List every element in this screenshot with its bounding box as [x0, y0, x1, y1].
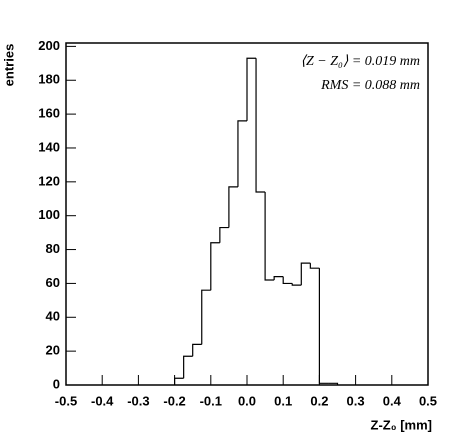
histogram-bar — [273, 276, 284, 281]
annotation: RMS = 0.088 mm — [320, 78, 420, 93]
annotation: ⟨Z − Z₀⟩ = 0.019 mm — [301, 54, 420, 69]
y-tick-label: 160 — [38, 106, 60, 121]
histogram-bar — [300, 262, 311, 286]
x-tick-label: -0.3 — [127, 393, 149, 408]
histogram-bar — [309, 263, 320, 269]
y-tick-label: 120 — [38, 173, 60, 188]
x-tick-label: 0.3 — [347, 393, 365, 408]
y-tick-label: 100 — [38, 207, 60, 222]
histogram-bar — [328, 382, 339, 385]
y-tick-label: 140 — [38, 139, 60, 154]
histogram-bar — [246, 57, 257, 121]
histogram-bar — [174, 377, 184, 385]
histogram-bar — [255, 58, 266, 193]
y-tick-label: 0 — [53, 376, 60, 391]
x-tick-label: -0.5 — [55, 393, 77, 408]
y-tick-label: 200 — [38, 38, 60, 53]
histogram-bar — [318, 268, 329, 384]
histogram-bar — [183, 355, 193, 379]
histogram-bar — [237, 120, 247, 187]
y-tick-label: 20 — [46, 343, 60, 358]
histogram-bar — [219, 226, 229, 243]
histogram-bar — [210, 242, 220, 291]
y-tick-label: 180 — [38, 72, 60, 87]
histogram-bar — [201, 289, 211, 345]
x-tick-label: -0.2 — [163, 393, 185, 408]
histogram-bar — [264, 191, 275, 281]
y-tick-label: 40 — [46, 309, 60, 324]
x-tick-label: 0.0 — [238, 393, 256, 408]
x-tick-label: 0.1 — [274, 393, 292, 408]
x-tick-label: -0.4 — [91, 393, 114, 408]
x-tick-label: -0.1 — [200, 393, 222, 408]
histogram-bar — [282, 276, 293, 285]
y-axis-label: entries — [1, 44, 16, 87]
x-axis-label: Z-Z₀ [mm] — [371, 417, 432, 432]
x-tick-label: 0.2 — [310, 393, 328, 408]
y-tick-label: 60 — [46, 275, 60, 290]
x-tick-label: 0.5 — [419, 393, 437, 408]
x-tick-label: 0.4 — [383, 393, 402, 408]
histogram-bar — [192, 343, 202, 357]
histogram-bar — [228, 186, 238, 228]
histogram-bar — [291, 283, 302, 286]
y-tick-label: 80 — [46, 241, 60, 256]
